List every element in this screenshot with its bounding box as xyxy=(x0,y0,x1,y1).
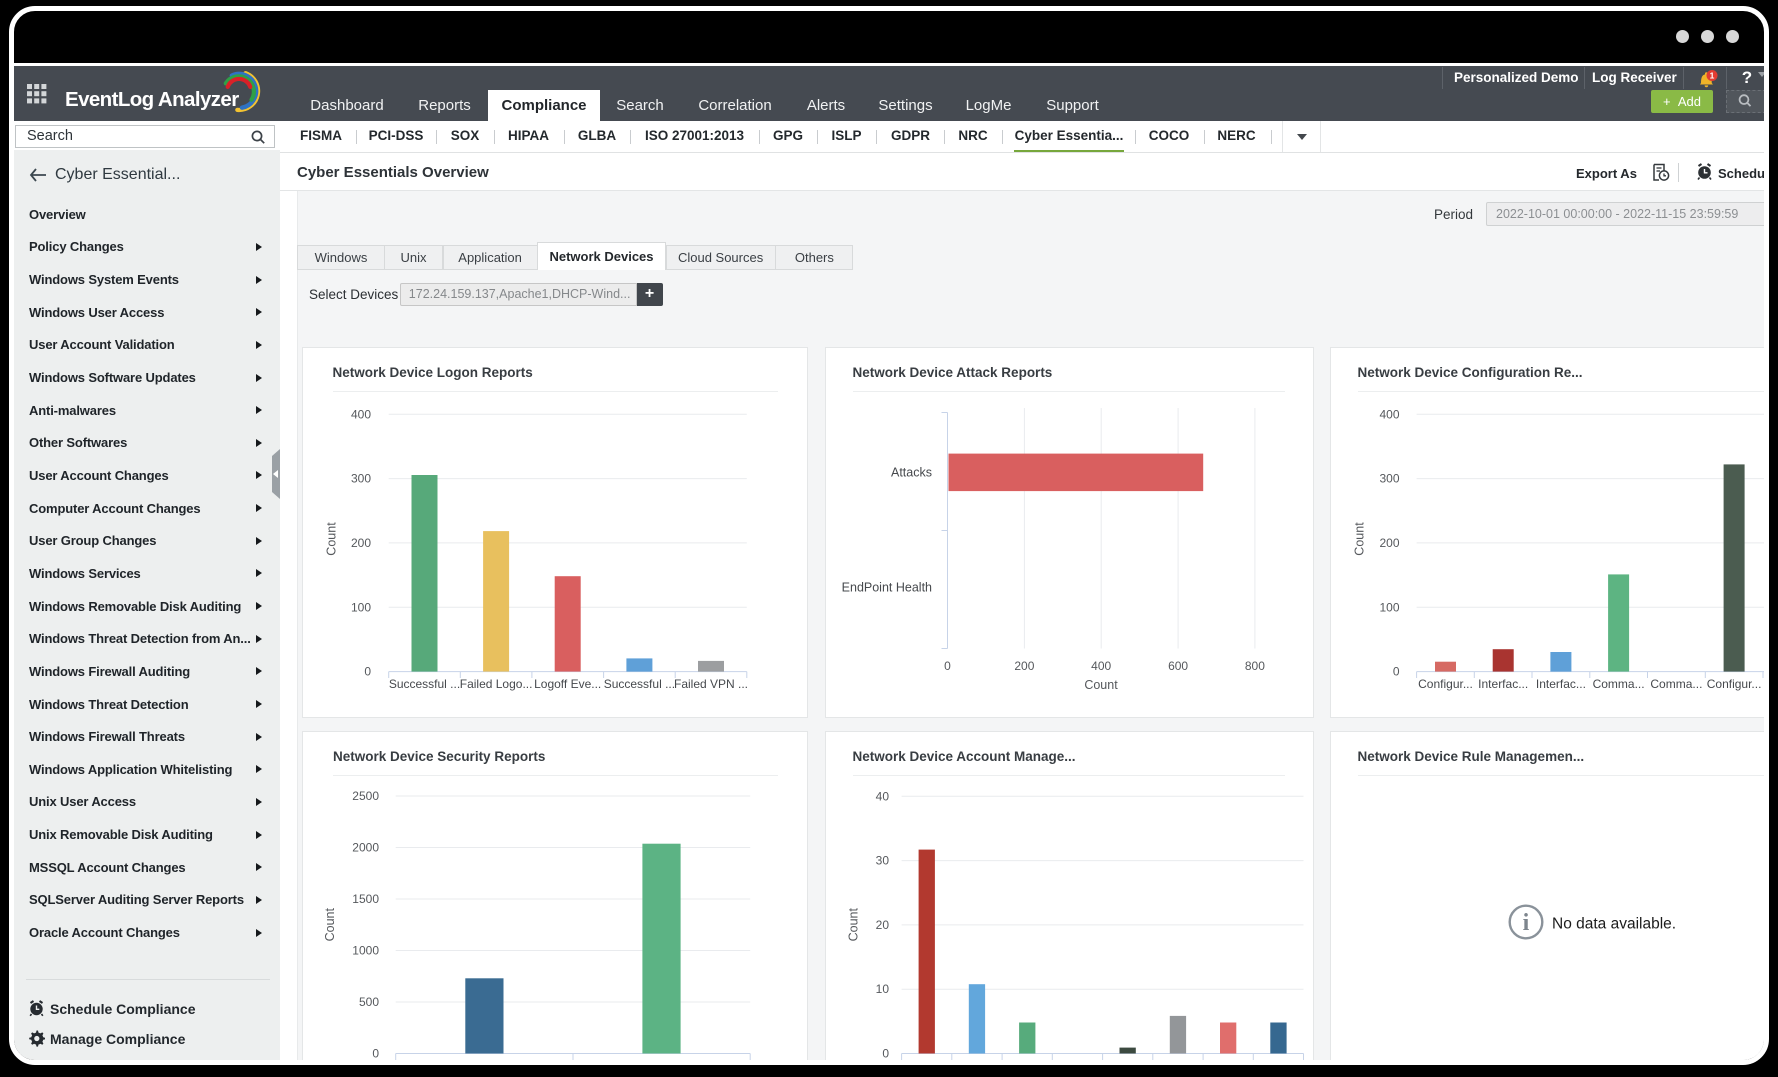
svg-text:200: 200 xyxy=(1379,536,1399,550)
svg-text:1000: 1000 xyxy=(352,943,379,957)
svg-text:400: 400 xyxy=(1091,659,1111,673)
svg-text:1: 1 xyxy=(1710,71,1715,81)
svg-text:0: 0 xyxy=(944,659,951,673)
svg-text:300: 300 xyxy=(1379,472,1399,486)
svg-text:Count: Count xyxy=(323,907,337,941)
svg-text:Attacks: Attacks xyxy=(891,466,932,480)
svg-text:400: 400 xyxy=(1379,407,1399,421)
svg-text:Failed Logo...: Failed Logo... xyxy=(459,677,532,691)
svg-text:Failed VPN ...: Failed VPN ... xyxy=(673,677,747,691)
svg-text:800: 800 xyxy=(1244,659,1264,673)
svg-text:200: 200 xyxy=(350,536,370,550)
svg-text:Comma...: Comma... xyxy=(1592,677,1644,691)
svg-text:No data available.: No data available. xyxy=(1552,915,1676,932)
svg-text:Successful ...: Successful ... xyxy=(603,677,674,691)
svg-text:EndPoint Health: EndPoint Health xyxy=(841,581,931,595)
svg-text:100: 100 xyxy=(1379,600,1399,614)
svg-text:i: i xyxy=(1522,910,1529,936)
svg-text:2000: 2000 xyxy=(352,840,379,854)
svg-text:30: 30 xyxy=(875,853,889,867)
svg-text:1500: 1500 xyxy=(352,892,379,906)
svg-text:Successful ...: Successful ... xyxy=(388,677,459,691)
svg-text:Count: Count xyxy=(324,522,338,556)
svg-text:100: 100 xyxy=(350,600,370,614)
svg-text:0: 0 xyxy=(364,665,371,679)
svg-text:0: 0 xyxy=(372,1046,379,1060)
svg-text:0: 0 xyxy=(1392,665,1399,679)
svg-text:Configur...: Configur... xyxy=(1706,677,1761,691)
svg-text:40: 40 xyxy=(875,789,889,803)
svg-text:300: 300 xyxy=(350,472,370,486)
svg-text:Comma...: Comma... xyxy=(1650,677,1702,691)
svg-text:Configur...: Configur... xyxy=(1418,677,1473,691)
svg-text:200: 200 xyxy=(1014,659,1034,673)
svg-text:600: 600 xyxy=(1168,659,1188,673)
svg-text:500: 500 xyxy=(359,995,379,1009)
svg-text:Count: Count xyxy=(846,907,860,941)
svg-text:Interfac...: Interfac... xyxy=(1478,677,1528,691)
svg-text:400: 400 xyxy=(350,407,370,421)
svg-text:0: 0 xyxy=(882,1046,889,1060)
svg-text:Count: Count xyxy=(1084,678,1118,692)
svg-text:10: 10 xyxy=(875,982,889,996)
svg-text:2500: 2500 xyxy=(352,789,379,803)
svg-text:Logoff Eve...: Logoff Eve... xyxy=(534,677,601,691)
svg-text:Interfac...: Interfac... xyxy=(1535,677,1585,691)
svg-text:20: 20 xyxy=(875,917,889,931)
svg-text:Count: Count xyxy=(1352,522,1366,556)
